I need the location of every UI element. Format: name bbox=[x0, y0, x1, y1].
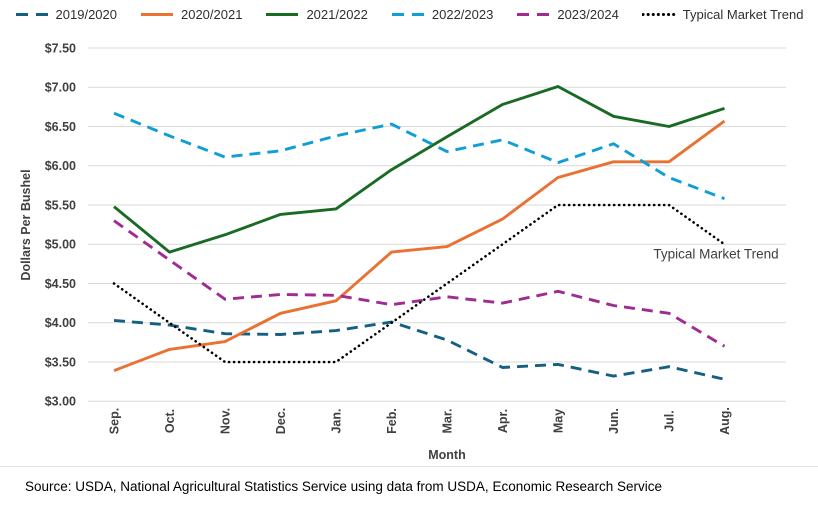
x-tick-label: Mar. bbox=[440, 408, 454, 433]
legend-item-2019-2020: 2019/2020 bbox=[15, 7, 117, 22]
y-tick-label: $6.50 bbox=[45, 120, 76, 134]
y-axis-title: Dollars Per Bushel bbox=[19, 169, 33, 280]
x-tick-label: Sep. bbox=[107, 408, 121, 434]
legend-line-swatch bbox=[15, 13, 48, 16]
y-tick-label: $4.50 bbox=[45, 277, 76, 291]
legend-item-2022-2023: 2022/2023 bbox=[391, 7, 493, 22]
legend-label: Typical Market Trend bbox=[682, 7, 804, 22]
source-text: Source: USDA, National Agricultural Stat… bbox=[25, 479, 663, 494]
legend-label: 2020/2021 bbox=[180, 7, 243, 22]
legend-item-2020-2021: 2020/2021 bbox=[140, 7, 242, 22]
y-tick-label: $5.00 bbox=[45, 238, 76, 252]
x-tick-label: Nov. bbox=[218, 408, 232, 434]
series-line-2019-2020 bbox=[113, 318, 725, 381]
legend-line-swatch bbox=[266, 13, 299, 16]
chart-legend: 2019/2020 2020/2021 2021/2022 2022/2023 2023… bbox=[0, 7, 818, 22]
source-footer: Source: USDA, National Agricultural Stat… bbox=[0, 466, 818, 508]
x-tick-label: Jan. bbox=[329, 408, 343, 433]
x-axis-title: Month bbox=[428, 448, 465, 462]
x-tick-label: Aug. bbox=[718, 407, 732, 435]
x-tick-label: Jul. bbox=[662, 410, 676, 432]
x-tick-label: May bbox=[551, 409, 565, 433]
trend-annotation-label: Typical Market Trend bbox=[653, 246, 778, 261]
y-tick-label: $7.50 bbox=[45, 41, 76, 55]
x-tick-label: Feb. bbox=[385, 408, 399, 434]
legend-label: 2022/2023 bbox=[431, 7, 494, 22]
x-tick-label: Dec. bbox=[274, 408, 288, 434]
price-line-chart: $7.50 $7.00 $6.50 $6.00 $5.50 $5.00 $4.50 $4.00… bbox=[19, 41, 786, 462]
series-line-2023-2024 bbox=[113, 219, 726, 348]
legend-item-2023-2024: 2023/2024 bbox=[516, 7, 619, 22]
legend-line-swatch bbox=[391, 13, 424, 16]
x-tick-label: Apr. bbox=[496, 409, 510, 433]
y-tick-label: $3.00 bbox=[45, 395, 76, 409]
legend-label: 2023/2024 bbox=[557, 7, 619, 22]
series-line-2022-2023 bbox=[113, 111, 726, 201]
x-tick-label: Oct. bbox=[163, 409, 177, 433]
y-tick-label: $4.00 bbox=[45, 316, 76, 330]
series-line-2020-2021 bbox=[113, 119, 726, 372]
x-tick-label: Jun. bbox=[607, 408, 621, 434]
series-line-typical-market-trend bbox=[112, 203, 726, 364]
legend-line-swatch bbox=[517, 13, 550, 16]
series-line-2021-2022 bbox=[113, 85, 725, 254]
y-tick-label: $6.00 bbox=[45, 159, 76, 173]
y-tick-label: $5.50 bbox=[45, 198, 76, 212]
y-tick-label: $3.50 bbox=[45, 355, 76, 369]
legend-item-2021-2022: 2021/2022 bbox=[265, 7, 368, 22]
legend-line-swatch bbox=[641, 13, 677, 16]
legend-label: 2021/2022 bbox=[306, 7, 368, 22]
legend-line-swatch bbox=[140, 13, 173, 16]
legend-item-typical-market-trend: Typical Market Trend bbox=[641, 7, 804, 22]
y-tick-label: $7.00 bbox=[45, 81, 76, 95]
legend-label: 2019/2020 bbox=[55, 7, 117, 22]
